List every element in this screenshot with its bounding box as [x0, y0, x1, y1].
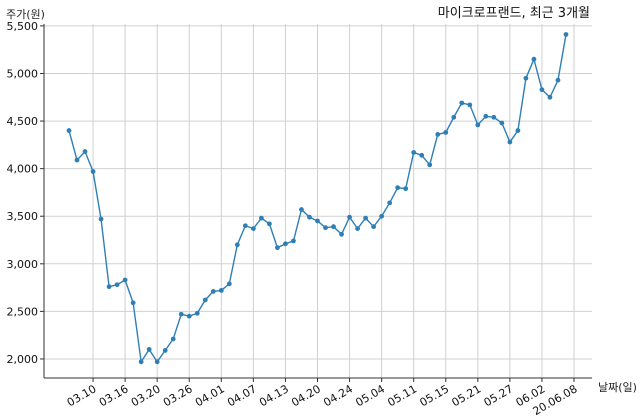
grid-lines — [44, 24, 592, 378]
data-point — [242, 223, 248, 229]
data-point — [130, 300, 136, 306]
y-axis-ticks: 2,000 2,500 3,000 3,500 4,000 4,500 5,000 5,500 — [7, 20, 44, 366]
data-point — [347, 214, 352, 220]
data-point — [90, 169, 96, 174]
data-point — [218, 288, 224, 293]
data-point — [515, 128, 521, 133]
y-tick-label: 5,500 — [7, 20, 39, 33]
data-point — [419, 152, 425, 158]
data-point — [74, 157, 80, 163]
data-point — [427, 162, 433, 168]
data-point — [411, 150, 417, 155]
data-point — [82, 149, 88, 154]
x-axis-label: 날짜(일) — [598, 380, 637, 394]
data-point — [283, 241, 288, 247]
data-points — [66, 32, 569, 365]
chart-title: 마이크로프랜드, 최근 3개월 — [438, 6, 590, 21]
data-point — [146, 347, 152, 352]
data-point — [267, 221, 272, 227]
data-point — [387, 200, 393, 206]
data-point — [275, 245, 280, 251]
data-point — [491, 114, 497, 120]
data-point — [98, 216, 104, 222]
y-tick-label: 4,000 — [7, 163, 39, 176]
data-point — [331, 224, 336, 230]
data-point — [483, 113, 489, 119]
data-point — [555, 77, 561, 83]
data-point — [154, 359, 160, 365]
data-point — [339, 231, 344, 237]
data-point — [66, 128, 72, 133]
data-point — [539, 87, 545, 93]
data-point — [202, 297, 208, 303]
data-point — [323, 225, 328, 231]
data-point — [531, 56, 537, 62]
data-point — [443, 130, 449, 135]
data-point — [210, 289, 216, 294]
data-point — [467, 102, 473, 108]
data-point — [371, 224, 377, 230]
data-point — [106, 284, 112, 290]
data-point — [475, 122, 481, 128]
data-point — [178, 311, 184, 317]
y-tick-label: 5,000 — [7, 67, 39, 80]
data-point — [122, 277, 128, 283]
data-point — [250, 226, 256, 232]
data-point — [435, 131, 441, 137]
y-tick-label: 4,500 — [7, 115, 39, 128]
data-point — [291, 238, 296, 244]
data-point — [395, 185, 401, 191]
data-point — [170, 336, 176, 342]
data-point — [499, 120, 505, 126]
data-point — [234, 242, 240, 248]
data-point — [194, 310, 200, 316]
data-point — [258, 215, 264, 221]
y-tick-label: 3,500 — [7, 210, 39, 223]
data-point — [299, 207, 304, 212]
data-point — [563, 32, 569, 37]
y-tick-label: 3,000 — [7, 258, 39, 271]
y-axis-label: 주가(원) — [6, 8, 45, 21]
data-point — [315, 218, 320, 224]
data-point — [226, 281, 232, 287]
data-point — [114, 282, 120, 288]
data-point — [162, 348, 168, 353]
y-tick-label: 2,500 — [7, 305, 39, 318]
data-point — [307, 214, 312, 220]
data-point — [547, 94, 553, 100]
data-point — [186, 313, 192, 319]
data-point — [138, 359, 144, 365]
data-point — [379, 213, 385, 219]
data-point — [363, 215, 368, 221]
data-point — [355, 226, 360, 232]
data-point — [507, 139, 513, 145]
data-point — [451, 114, 457, 120]
data-point — [523, 75, 529, 81]
data-point — [459, 100, 465, 106]
y-tick-label: 2,000 — [7, 353, 39, 366]
data-point — [403, 186, 409, 192]
